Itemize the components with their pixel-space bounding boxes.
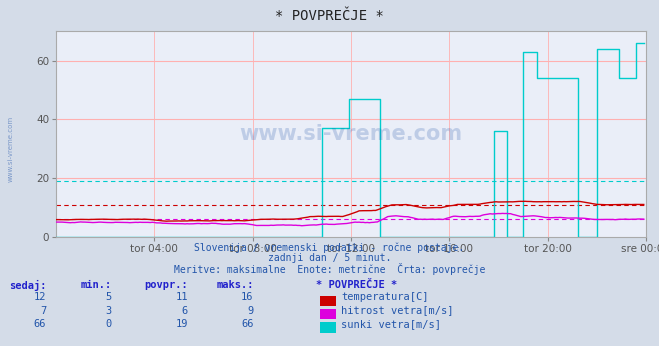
Text: zadnji dan / 5 minut.: zadnji dan / 5 minut. <box>268 253 391 263</box>
Text: Slovenija / vremenski podatki - ročne postaje.: Slovenija / vremenski podatki - ročne po… <box>194 242 465 253</box>
Text: maks.:: maks.: <box>216 280 254 290</box>
Text: www.si-vreme.com: www.si-vreme.com <box>239 124 463 144</box>
Text: 7: 7 <box>40 306 46 316</box>
Text: 19: 19 <box>175 319 188 329</box>
Text: hitrost vetra[m/s]: hitrost vetra[m/s] <box>341 306 454 316</box>
Text: 16: 16 <box>241 292 254 302</box>
Text: sedaj:: sedaj: <box>9 280 46 291</box>
Text: 66: 66 <box>34 319 46 329</box>
Text: 12: 12 <box>34 292 46 302</box>
Text: sunki vetra[m/s]: sunki vetra[m/s] <box>341 319 442 329</box>
Text: 66: 66 <box>241 319 254 329</box>
Text: www.si-vreme.com: www.si-vreme.com <box>8 116 14 182</box>
Text: min.:: min.: <box>81 280 112 290</box>
Text: 6: 6 <box>182 306 188 316</box>
Text: * POVPREČJE *: * POVPREČJE * <box>316 280 397 290</box>
Text: 11: 11 <box>175 292 188 302</box>
Text: povpr.:: povpr.: <box>144 280 188 290</box>
Text: 5: 5 <box>106 292 112 302</box>
Text: 3: 3 <box>106 306 112 316</box>
Text: 9: 9 <box>248 306 254 316</box>
Text: Meritve: maksimalne  Enote: metrične  Črta: povprečje: Meritve: maksimalne Enote: metrične Črta… <box>174 263 485 275</box>
Text: 0: 0 <box>106 319 112 329</box>
Text: * POVPREČJE *: * POVPREČJE * <box>275 9 384 22</box>
Text: temperatura[C]: temperatura[C] <box>341 292 429 302</box>
